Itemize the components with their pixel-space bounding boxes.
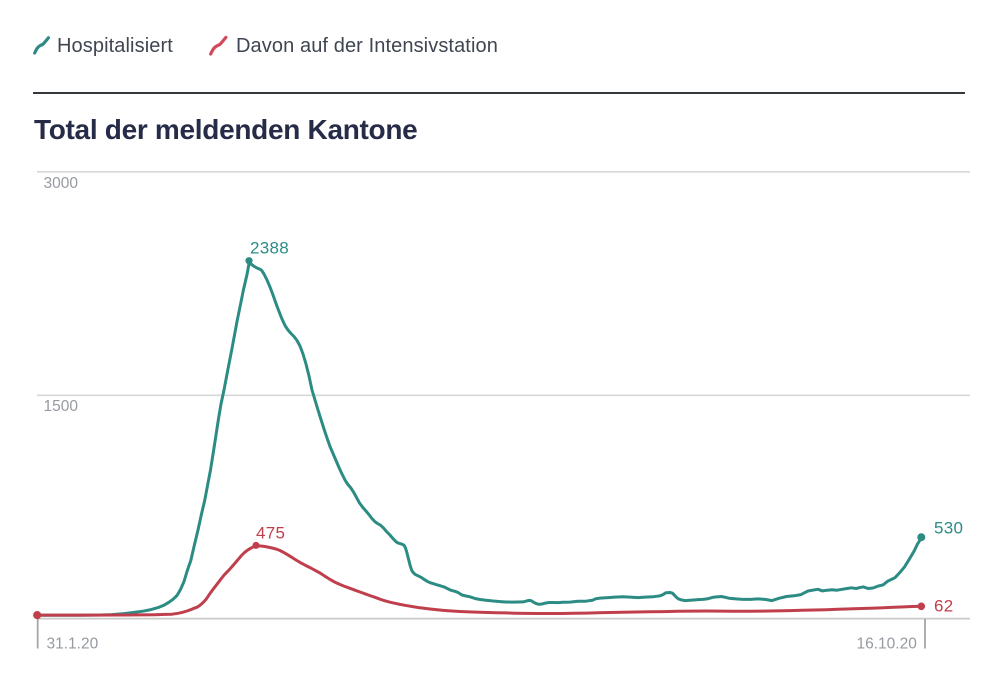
- svg-text:1500: 1500: [44, 398, 79, 415]
- svg-text:62: 62: [934, 596, 954, 615]
- svg-text:16.10.20: 16.10.20: [857, 636, 918, 653]
- svg-text:31.1.20: 31.1.20: [47, 636, 99, 653]
- svg-text:2388: 2388: [250, 239, 289, 258]
- svg-text:530: 530: [934, 519, 963, 538]
- svg-text:3000: 3000: [44, 175, 79, 192]
- svg-text:475: 475: [256, 524, 285, 543]
